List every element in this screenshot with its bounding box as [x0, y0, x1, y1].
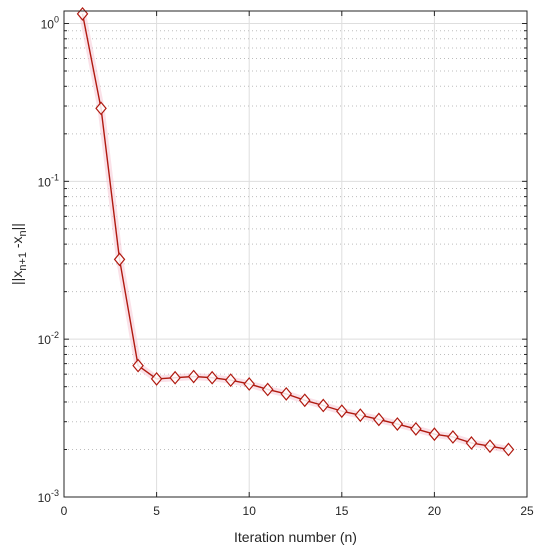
- data-point-diamond: [280, 386, 293, 401]
- data-point-diamond: [298, 393, 311, 408]
- y-label-part: ||: [9, 223, 25, 230]
- x-tick-label: 5: [153, 504, 160, 518]
- series-line: [81, 13, 509, 451]
- data-point-diamond: [354, 408, 367, 423]
- y-axis-label: ||xn+1 -xn||: [9, 223, 29, 285]
- data-point-diamond: [76, 6, 89, 21]
- data-point-diamond: [113, 252, 126, 267]
- data-point-diamond: [502, 442, 515, 457]
- x-axis-ticks: 0 5 10 15 20 25: [61, 11, 534, 518]
- data-point-diamond: [484, 439, 496, 454]
- grid: [64, 11, 527, 497]
- data-point-diamond: [206, 370, 218, 385]
- y-label-subscript: n: [17, 230, 29, 236]
- plot-frame: [63, 10, 528, 498]
- y-axis-ticks: 100 10-1 10-2 10-3: [38, 14, 527, 505]
- x-tick-label: 25: [520, 504, 534, 518]
- data-point-diamond: [224, 373, 237, 388]
- data-point-diamond: [336, 404, 348, 419]
- x-axis-label: Iteration number (n): [234, 529, 357, 545]
- data-point-diamond: [243, 377, 255, 391]
- x-tick-label: 0: [61, 504, 68, 518]
- x-tick-label: 15: [335, 504, 349, 518]
- data-point-diamond: [150, 371, 163, 386]
- x-tick-label: 10: [243, 504, 257, 518]
- data-point-diamond: [373, 412, 385, 427]
- data-point-diamond: [410, 421, 422, 436]
- data-point-diamond: [95, 101, 107, 116]
- series-layer: [76, 6, 515, 457]
- data-point-diamond: [447, 430, 459, 444]
- y-label-part: -x: [9, 236, 25, 252]
- y-tick-label: 100: [41, 14, 59, 31]
- data-point-diamond: [428, 427, 441, 442]
- data-point-diamond: [169, 370, 181, 385]
- data-point-diamond: [465, 436, 478, 450]
- series-line-halo: [79, 10, 512, 453]
- y-tick-label: 10-1: [38, 172, 59, 189]
- data-point-diamond: [261, 382, 274, 397]
- data-point-diamond: [187, 369, 200, 384]
- data-point-diamond: [391, 417, 404, 431]
- data-point-diamond: [132, 358, 144, 373]
- data-point-diamond: [317, 398, 330, 413]
- x-tick-label: 20: [428, 504, 442, 518]
- y-label-part: ||x: [9, 271, 25, 285]
- y-tick-label: 10-3: [38, 488, 59, 505]
- y-label-subscript: n+1: [17, 252, 29, 271]
- y-tick-label: 10-2: [38, 330, 59, 347]
